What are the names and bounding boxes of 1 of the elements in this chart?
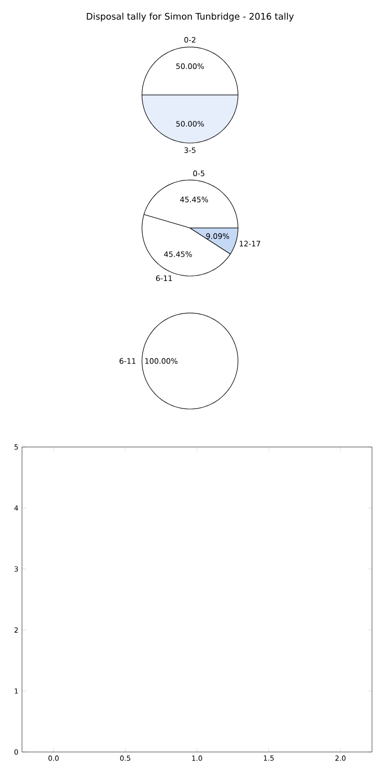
chart-title: Disposal tally for Simon Tunbridge - 2016 tally [86, 12, 294, 22]
